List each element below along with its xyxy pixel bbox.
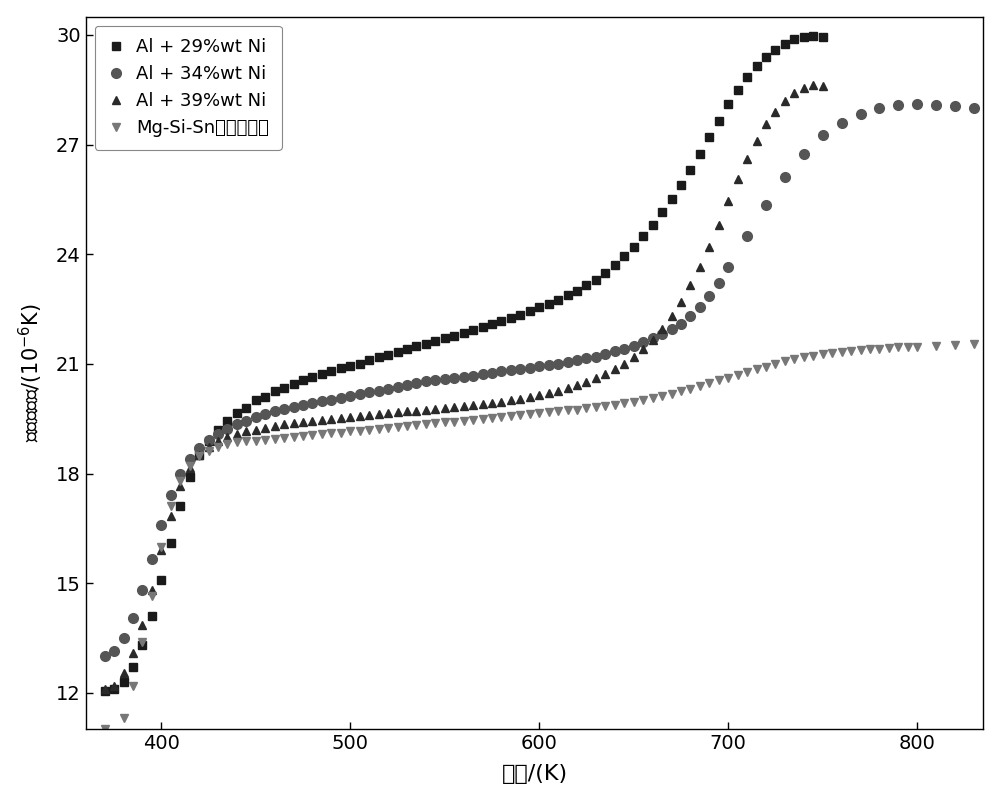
Line: Al + 39%wt Ni: Al + 39%wt Ni	[100, 81, 827, 694]
Al + 39%wt Ni	[99, 684, 111, 694]
Al + 29%wt Ni	[335, 364, 347, 373]
Al + 34%wt Ni	[543, 360, 555, 370]
Mg-Si-Sn基热电元件	[911, 342, 923, 352]
Mg-Si-Sn基热电元件	[108, 734, 120, 743]
Al + 39%wt Ni	[817, 82, 829, 91]
Al + 34%wt Ni	[99, 651, 111, 661]
Al + 34%wt Ni	[429, 376, 441, 385]
Mg-Si-Sn基热电元件	[968, 339, 980, 348]
Al + 29%wt Ni	[240, 403, 252, 413]
Al + 34%wt Ni	[798, 149, 810, 159]
Al + 39%wt Ni	[335, 413, 347, 423]
Al + 34%wt Ni	[968, 103, 980, 113]
Line: Al + 29%wt Ni: Al + 29%wt Ni	[100, 31, 827, 695]
Al + 34%wt Ni	[580, 353, 592, 363]
Mg-Si-Sn基热电元件	[363, 425, 375, 434]
X-axis label: 温度/(K): 温度/(K)	[501, 764, 568, 784]
Al + 29%wt Ni	[807, 31, 819, 41]
Mg-Si-Sn基热电元件	[807, 351, 819, 360]
Al + 29%wt Ni	[99, 686, 111, 696]
Legend: Al + 29%wt Ni, Al + 34%wt Ni, Al + 39%wt Ni, Mg-Si-Sn基热电元件: Al + 29%wt Ni, Al + 34%wt Ni, Al + 39%wt…	[95, 26, 282, 150]
Al + 29%wt Ni	[344, 361, 356, 371]
Al + 39%wt Ni	[344, 412, 356, 421]
Line: Mg-Si-Sn基热电元件: Mg-Si-Sn基热电元件	[100, 340, 978, 743]
Mg-Si-Sn基热电元件	[221, 440, 233, 449]
Mg-Si-Sn基热电元件	[694, 381, 706, 391]
Al + 34%wt Ni	[609, 346, 621, 356]
Al + 39%wt Ni	[495, 396, 507, 406]
Mg-Si-Sn基热电元件	[826, 348, 838, 358]
Al + 39%wt Ni	[392, 408, 404, 417]
Al + 29%wt Ni	[392, 348, 404, 357]
Al + 34%wt Ni	[552, 359, 564, 368]
Al + 29%wt Ni	[817, 32, 829, 42]
Al + 34%wt Ni	[911, 99, 923, 109]
Al + 39%wt Ni	[807, 81, 819, 91]
Al + 29%wt Ni	[495, 316, 507, 326]
Mg-Si-Sn基热电元件	[99, 725, 111, 735]
Al + 29%wt Ni	[410, 341, 422, 351]
Line: Al + 34%wt Ni: Al + 34%wt Ni	[100, 99, 979, 661]
Al + 39%wt Ni	[410, 406, 422, 416]
Y-axis label: 热膨胀系数/(10$^{-6}$K): 热膨胀系数/(10$^{-6}$K)	[17, 304, 45, 442]
Al + 39%wt Ni	[240, 427, 252, 437]
